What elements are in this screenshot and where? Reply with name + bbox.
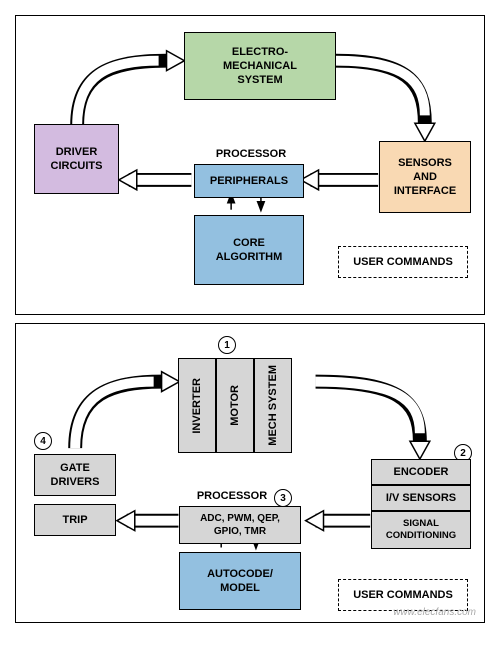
gate-drivers: GATE DRIVERS (34, 454, 116, 496)
circle-3: 3 (274, 489, 292, 507)
motor-box: MOTOR (216, 358, 254, 453)
encoder: ENCODER (371, 459, 471, 485)
diagram-top: ELECTRO- MECHANICAL SYSTEM DRIVER CIRCUI… (15, 15, 485, 315)
mech-system-box: MECH SYSTEM (254, 358, 292, 453)
iv-sensors: I/V SENSORS (371, 485, 471, 511)
inverter-box: INVERTER (178, 358, 216, 453)
circle-4: 4 (34, 432, 52, 450)
adc-pwm-qep-gpio-tmr: ADC, PWM, QEP, GPIO, TMR (179, 506, 301, 544)
motor-label: MOTOR (228, 385, 242, 426)
autocode-model: AUTOCODE/ MODEL (179, 552, 301, 610)
sensors-and-interface: SENSORS AND INTERFACE (379, 141, 471, 213)
signal-conditioning: SIGNAL CONDITIONING (371, 511, 471, 549)
processor-label-bottom: PROCESSOR (192, 490, 272, 502)
driver-circuits: DRIVER CIRCUITS (34, 124, 119, 194)
trip: TRIP (34, 504, 116, 536)
user-commands-top: USER COMMANDS (338, 246, 468, 278)
inverter-label: INVERTER (190, 378, 204, 434)
mech-system-label: MECH SYSTEM (266, 365, 280, 446)
circle-1: 1 (218, 336, 236, 354)
diagram-bottom: 1 2 3 4 INVERTER MOTOR MECH SYSTEM GATE … (15, 323, 485, 623)
core-algorithm: CORE ALGORITHM (194, 215, 304, 285)
watermark: www.elecfans.com (393, 607, 476, 618)
peripherals: PERIPHERALS (194, 164, 304, 198)
processor-label-top: PROCESSOR (206, 148, 296, 160)
electro-mechanical-system: ELECTRO- MECHANICAL SYSTEM (184, 32, 336, 100)
